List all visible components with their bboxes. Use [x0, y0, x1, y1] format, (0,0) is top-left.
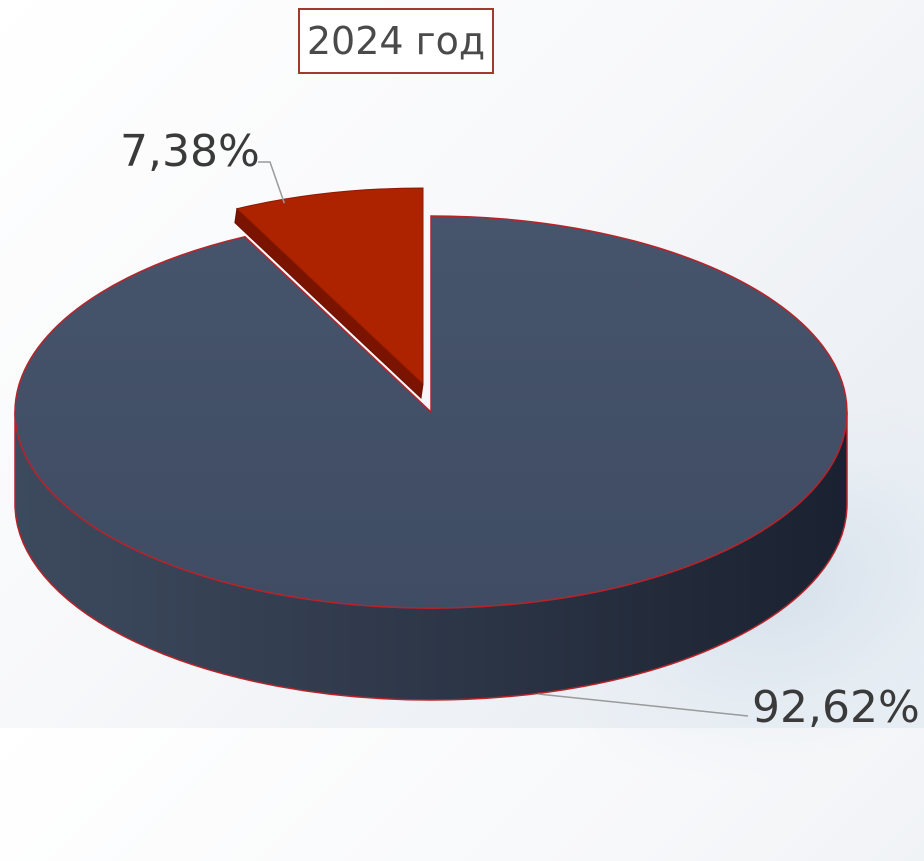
chart-title: 2024 год [298, 8, 494, 74]
data-label-slice-1: 92,62% [752, 682, 920, 728]
data-label-slice-2: 7,38% [120, 126, 260, 177]
leader-line-slice-2 [258, 161, 286, 204]
pie-slice-2 [234, 187, 424, 400]
pie-slice-2-top [235, 187, 424, 386]
pie-slice-1-top [14, 215, 848, 609]
pie-slice-1 [14, 215, 848, 701]
pie-chart: 7,38% 92,62% [14, 126, 920, 728]
leader-line-slice-1 [537, 693, 749, 717]
